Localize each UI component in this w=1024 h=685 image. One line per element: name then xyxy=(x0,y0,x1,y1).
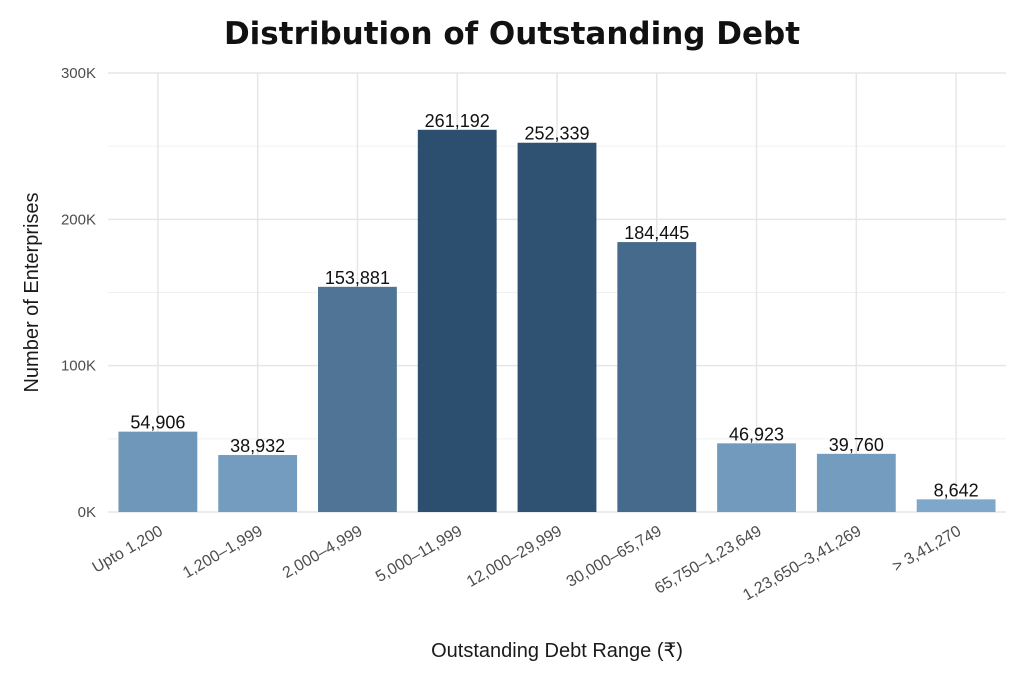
data-label: 153,881 xyxy=(325,268,390,288)
data-label: 8,642 xyxy=(934,480,979,500)
x-tick-label: 1,200–1,999 xyxy=(180,523,266,582)
x-tick-label: Upto 1,200 xyxy=(90,523,166,577)
bar xyxy=(816,453,896,512)
bar xyxy=(118,431,198,512)
bar xyxy=(617,242,697,512)
bar xyxy=(717,443,796,512)
chart-title: Distribution of Outstanding Debt xyxy=(223,16,801,52)
data-label: 39,760 xyxy=(829,435,884,455)
y-tick-label: 100K xyxy=(61,358,96,375)
x-axis: Upto 1,200 1,200–1,999 2,000–4,999 5,000–11… xyxy=(90,523,965,605)
x-axis-title: Outstanding Debt Range (₹) xyxy=(431,640,683,662)
bar xyxy=(218,455,298,512)
bar xyxy=(417,129,497,512)
y-axis-title: Number of Enterprises xyxy=(21,192,43,392)
data-labels: 54,906 38,932 153,881 261,192 252,339 184,445… xyxy=(130,111,978,501)
bars xyxy=(118,129,996,512)
data-label: 252,339 xyxy=(524,124,589,144)
y-tick-label: 0K xyxy=(78,504,96,521)
x-tick-label: 5,000–11,999 xyxy=(373,523,465,586)
bar xyxy=(916,499,996,512)
data-label: 184,445 xyxy=(624,223,689,243)
x-tick-label: 2,000–4,999 xyxy=(280,523,366,582)
data-label: 54,906 xyxy=(130,413,185,433)
x-tick-label: 12,000–29,999 xyxy=(464,523,565,591)
x-tick-label: > 3,41,270 xyxy=(890,523,964,576)
y-tick-label: 300K xyxy=(61,65,96,82)
data-label: 38,932 xyxy=(230,436,285,456)
bar xyxy=(318,286,397,512)
x-tick-label: 30,000–65,749 xyxy=(564,523,665,591)
bar xyxy=(517,142,597,512)
y-axis: 0K 100K 200K 300K xyxy=(61,65,96,521)
data-label: 46,923 xyxy=(729,424,784,444)
data-label: 261,192 xyxy=(425,111,490,131)
y-tick-label: 200K xyxy=(61,211,96,228)
